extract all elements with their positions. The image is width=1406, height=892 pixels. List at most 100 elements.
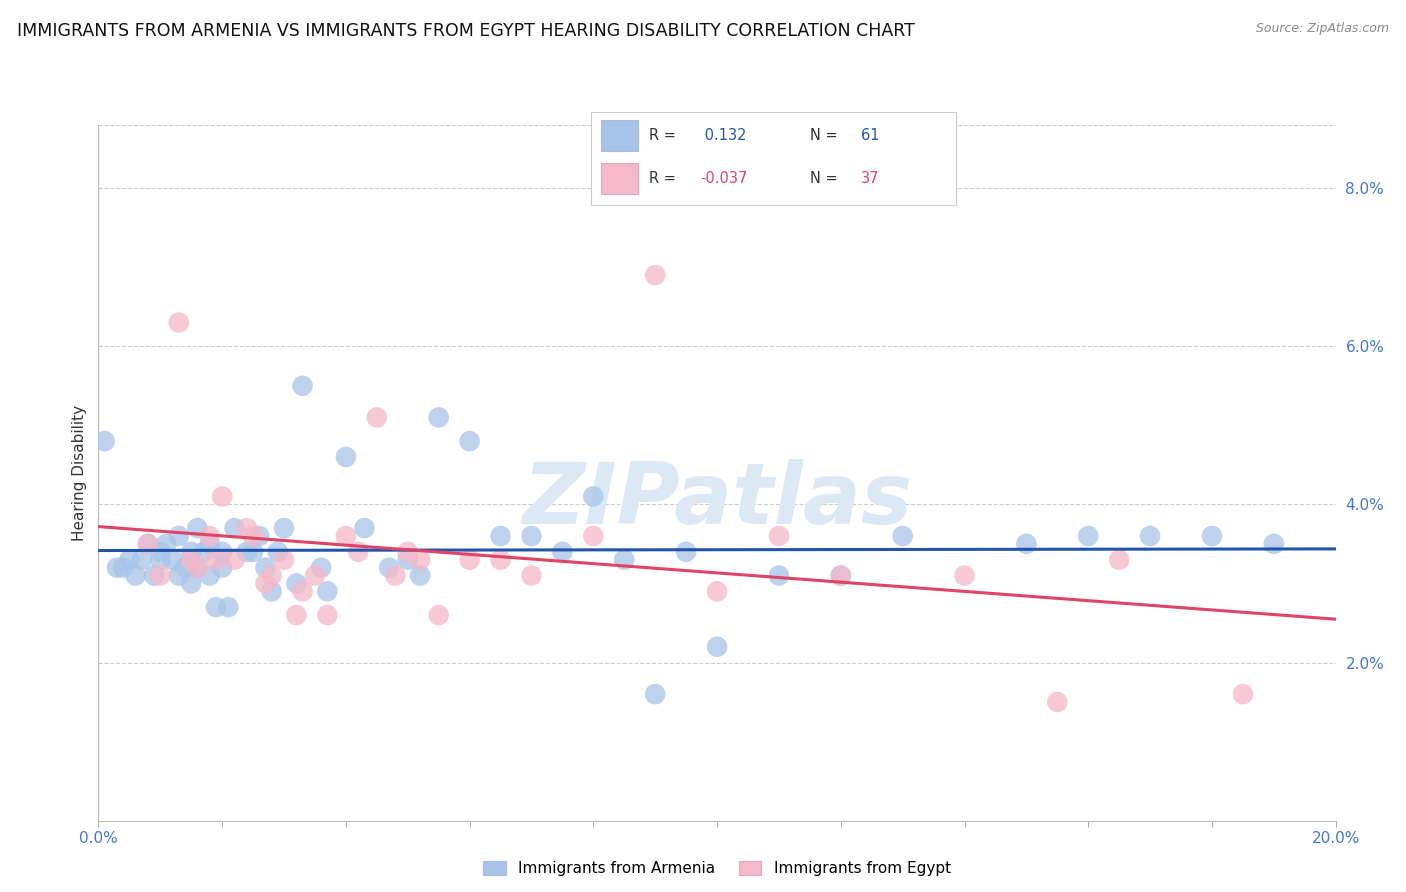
Point xyxy=(582,490,605,504)
Point xyxy=(706,584,728,599)
Point xyxy=(427,608,450,623)
Point xyxy=(582,529,605,543)
Point xyxy=(953,568,976,582)
Point xyxy=(891,529,914,543)
Point xyxy=(644,268,666,282)
Point xyxy=(193,545,215,559)
Point xyxy=(242,545,264,559)
Point xyxy=(830,568,852,582)
Point xyxy=(409,552,432,567)
Point xyxy=(174,560,197,574)
Point xyxy=(335,450,357,464)
FancyBboxPatch shape xyxy=(602,120,638,151)
Point xyxy=(427,410,450,425)
Point xyxy=(520,529,543,543)
Point xyxy=(378,560,401,574)
Point xyxy=(211,560,233,574)
Y-axis label: Hearing Disability: Hearing Disability xyxy=(72,405,87,541)
Point xyxy=(242,529,264,543)
Point xyxy=(136,537,159,551)
Point xyxy=(149,568,172,582)
Point xyxy=(131,552,153,567)
Text: ZIPatlas: ZIPatlas xyxy=(522,459,912,542)
Point xyxy=(186,560,208,574)
Text: IMMIGRANTS FROM ARMENIA VS IMMIGRANTS FROM EGYPT HEARING DISABILITY CORRELATION : IMMIGRANTS FROM ARMENIA VS IMMIGRANTS FR… xyxy=(17,22,915,40)
Point xyxy=(366,410,388,425)
Point xyxy=(1015,537,1038,551)
Point xyxy=(1201,529,1223,543)
Text: N =: N = xyxy=(810,171,838,186)
Point xyxy=(149,545,172,559)
Point xyxy=(1077,529,1099,543)
FancyBboxPatch shape xyxy=(602,163,638,194)
Point xyxy=(396,552,419,567)
Point xyxy=(198,529,221,543)
Point xyxy=(551,545,574,559)
Text: 37: 37 xyxy=(860,171,880,186)
Point xyxy=(830,568,852,582)
Point xyxy=(149,552,172,567)
Point xyxy=(186,560,208,574)
Point xyxy=(768,568,790,582)
Point xyxy=(384,568,406,582)
Point xyxy=(236,545,259,559)
Point xyxy=(224,521,246,535)
Point xyxy=(768,529,790,543)
Point xyxy=(291,378,314,392)
Point xyxy=(224,552,246,567)
Point xyxy=(1046,695,1069,709)
Point xyxy=(155,537,177,551)
Point xyxy=(205,552,228,567)
Point xyxy=(254,560,277,574)
Point xyxy=(124,568,146,582)
Point xyxy=(247,529,270,543)
Point xyxy=(167,316,190,330)
Point xyxy=(613,552,636,567)
Point xyxy=(186,521,208,535)
Point xyxy=(205,600,228,615)
Point xyxy=(260,584,283,599)
Point xyxy=(335,529,357,543)
Point xyxy=(706,640,728,654)
Text: Source: ZipAtlas.com: Source: ZipAtlas.com xyxy=(1256,22,1389,36)
Point xyxy=(316,608,339,623)
Point xyxy=(198,537,221,551)
Point xyxy=(112,560,135,574)
Point xyxy=(105,560,128,574)
Point xyxy=(93,434,115,449)
Point xyxy=(273,521,295,535)
Point xyxy=(236,521,259,535)
Point xyxy=(254,576,277,591)
Text: 0.132: 0.132 xyxy=(700,128,747,143)
Point xyxy=(180,545,202,559)
Point xyxy=(489,552,512,567)
Point xyxy=(353,521,375,535)
Point xyxy=(1232,687,1254,701)
Point xyxy=(316,584,339,599)
Point xyxy=(180,552,202,567)
Text: R =: R = xyxy=(650,128,676,143)
Point xyxy=(304,568,326,582)
Point xyxy=(260,568,283,582)
Point xyxy=(285,608,308,623)
Point xyxy=(167,568,190,582)
Point xyxy=(136,537,159,551)
Point xyxy=(285,576,308,591)
Legend: Immigrants from Armenia, Immigrants from Egypt: Immigrants from Armenia, Immigrants from… xyxy=(477,855,957,882)
Point xyxy=(273,552,295,567)
Point xyxy=(409,568,432,582)
Text: -0.037: -0.037 xyxy=(700,171,748,186)
Point xyxy=(217,600,239,615)
Point xyxy=(1263,537,1285,551)
Text: R =: R = xyxy=(650,171,676,186)
Point xyxy=(211,545,233,559)
Point xyxy=(143,568,166,582)
Point xyxy=(489,529,512,543)
Point xyxy=(180,576,202,591)
Point xyxy=(458,434,481,449)
Point xyxy=(458,552,481,567)
Point xyxy=(1108,552,1130,567)
Text: N =: N = xyxy=(810,128,838,143)
Point xyxy=(309,560,332,574)
Point xyxy=(347,545,370,559)
